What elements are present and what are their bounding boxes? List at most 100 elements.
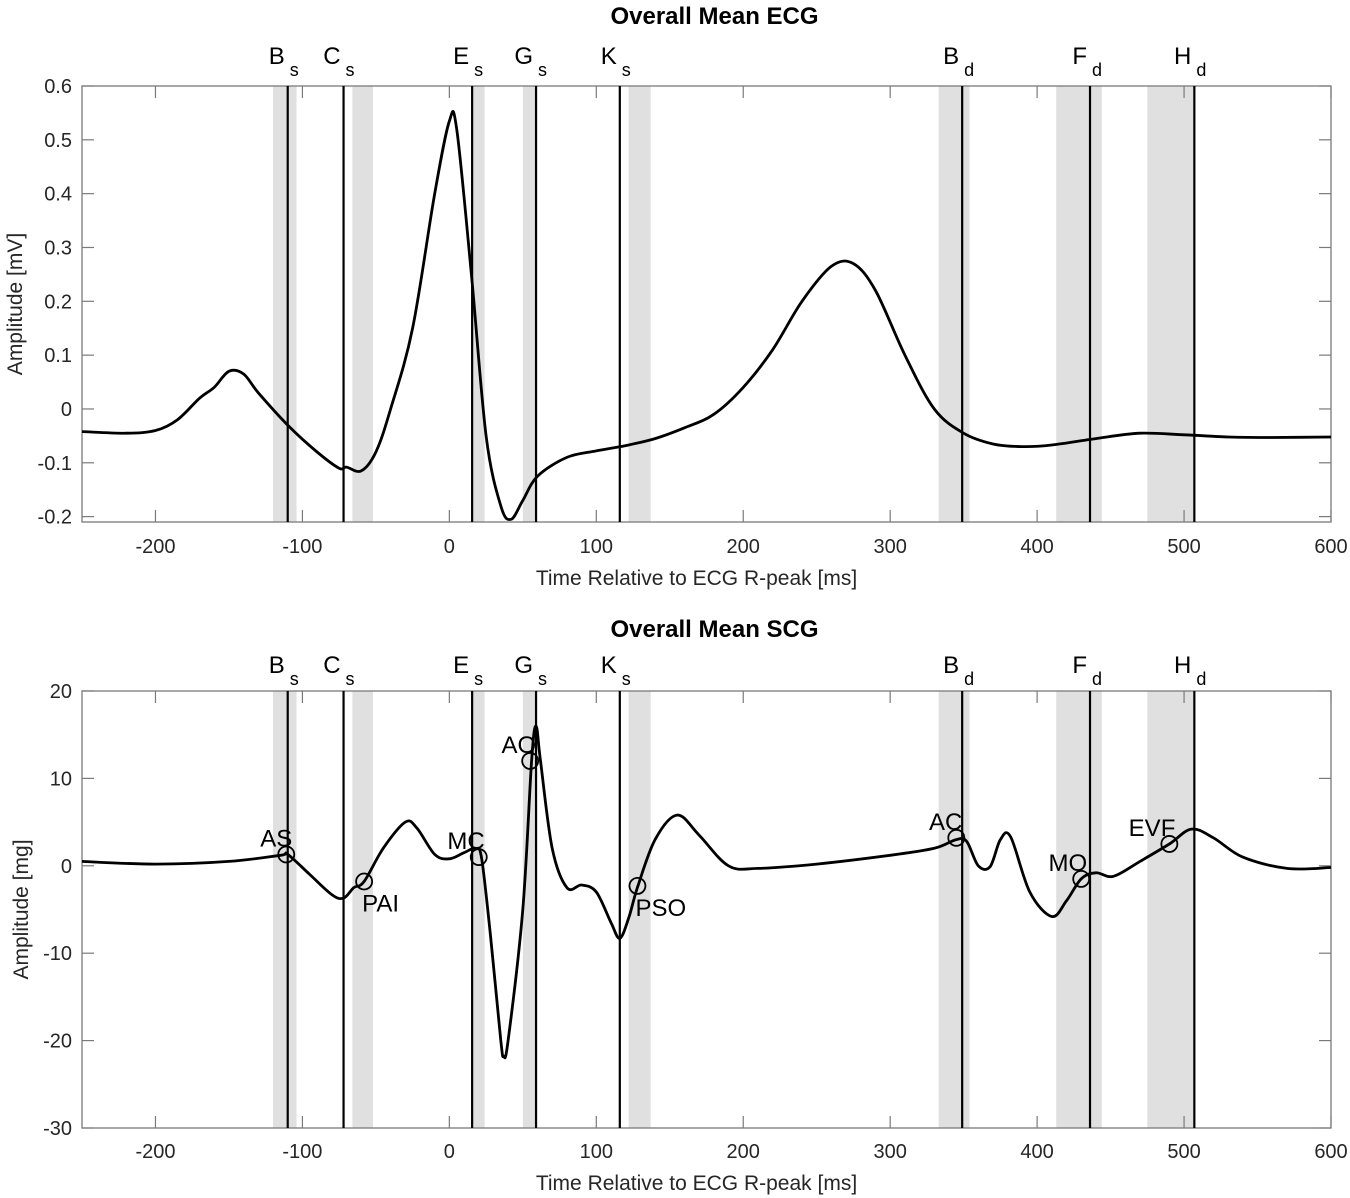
marker-circle <box>355 872 374 891</box>
event-label: H <box>1174 43 1191 70</box>
event-label: F <box>1072 43 1087 70</box>
event-label-subscript: s <box>538 60 547 80</box>
event-bands <box>273 691 1195 1128</box>
marker-circle <box>947 828 966 847</box>
event-band <box>522 86 537 522</box>
event-label: B <box>943 43 959 70</box>
y-tick-label: -0.2 <box>38 507 72 529</box>
event-label: K <box>601 43 617 70</box>
x-tick-label: 0 <box>444 536 455 558</box>
event-bands <box>273 86 1195 522</box>
event-band <box>1147 86 1195 522</box>
event-label-subscript: d <box>964 669 974 689</box>
series-line-scg <box>81 724 1332 1060</box>
x-tick-label: -100 <box>282 536 322 558</box>
event-band <box>938 691 970 1128</box>
event-label-subscript: d <box>1092 669 1102 689</box>
y-tick-label: 0 <box>61 856 72 878</box>
event-band <box>471 691 485 1128</box>
y-tick-label: 0.5 <box>44 130 72 152</box>
y-tick-label: -0.1 <box>38 453 72 475</box>
event-label-subscript: d <box>1196 60 1206 80</box>
x-tick-label: -200 <box>135 536 175 558</box>
axes-box <box>81 85 1332 523</box>
event-label-subscript: s <box>290 669 299 689</box>
x-axis: -200 -100 0 100 200 300 400 500 600 Time Relative… <box>135 691 1348 1195</box>
x-tick-label: 0 <box>444 1141 455 1163</box>
axes-box <box>81 690 1332 1129</box>
x-tick-label: 200 <box>727 536 760 558</box>
y-tick-label: 0.2 <box>44 291 72 313</box>
x-tick-label: 300 <box>873 1141 906 1163</box>
scg-panel: Overall Mean SCG-200 -100 0 100 200 300 400 500… <box>10 616 1348 1195</box>
ecg-panel: Overall Mean ECG -200 -100 0 100 200 300 400 500… <box>4 3 1348 590</box>
marker-circle <box>628 877 647 895</box>
marker-label: PSO <box>635 895 686 922</box>
series-line-ecg <box>81 110 1332 521</box>
x-tick-label: -200 <box>135 1141 175 1163</box>
event-label-subscript: s <box>474 60 483 80</box>
x-tick-label: 500 <box>1167 536 1200 558</box>
event-label: K <box>601 652 617 679</box>
event-label-subscript: s <box>346 60 355 80</box>
x-tick-label: 400 <box>1020 1141 1053 1163</box>
event-band <box>273 691 297 1128</box>
y-axis: -0.2 -0.1 0 0.1 0.2 0.3 0.4 0.5 0.6 Amplitude [mV… <box>4 76 1331 529</box>
y-tick-label: 0.6 <box>44 76 72 98</box>
y-tick-label: -20 <box>43 1031 72 1053</box>
event-band <box>471 86 485 522</box>
marker-label: AC <box>929 809 962 836</box>
event-band <box>352 86 373 522</box>
x-tick-label: -100 <box>282 1141 322 1163</box>
event-label: F <box>1072 652 1087 679</box>
event-label-subscript: s <box>346 669 355 689</box>
event-label-subscript: s <box>622 669 631 689</box>
marker-label: AO <box>501 732 536 759</box>
event-label: E <box>453 43 469 70</box>
x-tick-label: 100 <box>580 536 613 558</box>
x-tick-label: 500 <box>1167 1141 1200 1163</box>
x-tick-label: 600 <box>1314 536 1347 558</box>
event-label-subscript: d <box>1092 60 1102 80</box>
event-label: B <box>269 652 285 679</box>
event-label: C <box>323 43 340 70</box>
event-label: C <box>323 652 340 679</box>
y-tick-label: 10 <box>50 768 72 790</box>
event-label-subscript: d <box>1196 669 1206 689</box>
event-band <box>273 86 297 522</box>
x-axis: -200 -100 0 100 200 300 400 500 600 Time Relative… <box>135 86 1348 590</box>
marker-circle <box>1072 870 1091 888</box>
x-tick-label: 400 <box>1020 536 1053 558</box>
event-label: H <box>1174 652 1191 679</box>
event-band <box>1056 691 1102 1128</box>
marker-label: MO <box>1049 850 1088 877</box>
event-label-subscript: s <box>290 60 299 80</box>
y-tick-label: -10 <box>43 943 72 965</box>
x-tick-label: 600 <box>1314 1141 1347 1163</box>
x-tick-label: 300 <box>873 536 906 558</box>
y-axis: -30 -20 -10 0 10 20 Amplitude [mg] <box>10 681 1331 1140</box>
marker-label: PAI <box>362 891 399 918</box>
marker-circle <box>1160 835 1179 853</box>
y-tick-label: 0.4 <box>44 184 72 206</box>
y-tick-label: 0.1 <box>44 345 72 367</box>
fiducial-markers: AS PAI MC AO PSO AC MO EVF <box>260 732 1179 922</box>
y-axis-label: Amplitude [mV] <box>4 233 27 375</box>
y-tick-label: 0.3 <box>44 237 72 259</box>
marker-circle <box>521 752 540 770</box>
event-label: B <box>943 652 959 679</box>
marker-circle <box>469 848 488 866</box>
event-band <box>1147 691 1195 1128</box>
event-band <box>938 86 970 522</box>
y-axis-label: Amplitude [mg] <box>10 839 33 979</box>
chart-title: Overall Mean ECG <box>610 3 818 30</box>
marker-circle <box>277 845 296 864</box>
event-label-subscript: s <box>538 669 547 689</box>
marker-label: AS <box>260 825 292 852</box>
event-label: G <box>514 43 533 70</box>
y-tick-label: -30 <box>43 1118 72 1140</box>
marker-label: EVF <box>1129 815 1176 842</box>
